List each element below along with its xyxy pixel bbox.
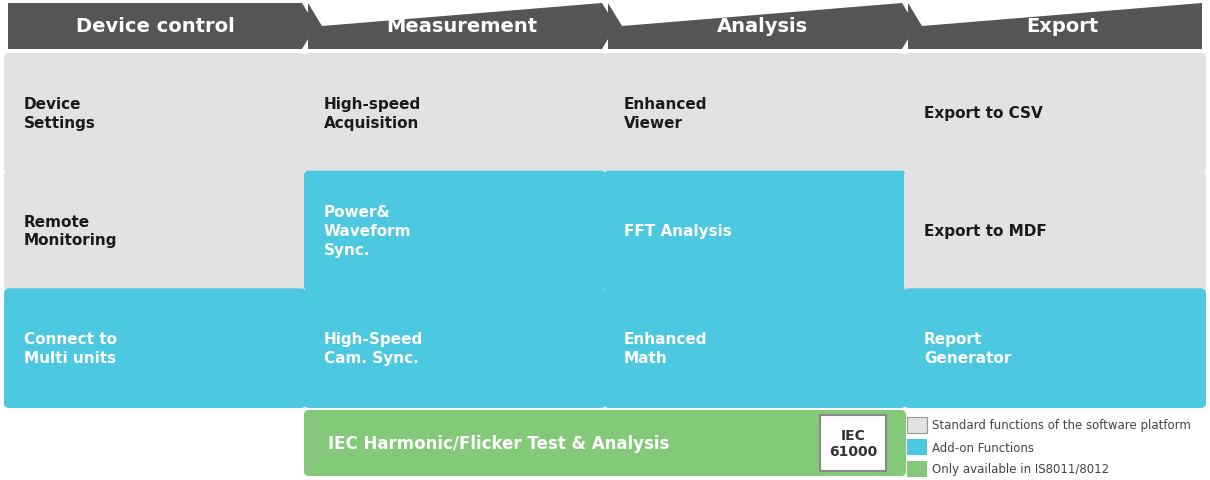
Text: High-speed
Acquisition: High-speed Acquisition: [324, 97, 421, 131]
FancyBboxPatch shape: [604, 289, 906, 408]
Text: Only available in IS8011/8012: Only available in IS8011/8012: [932, 463, 1110, 476]
Text: IEC Harmonic/Flicker Test & Analysis: IEC Harmonic/Flicker Test & Analysis: [328, 434, 669, 452]
Polygon shape: [908, 4, 1202, 50]
FancyBboxPatch shape: [304, 171, 606, 291]
Text: Export to MDF: Export to MDF: [924, 224, 1047, 239]
Text: Remote
Monitoring: Remote Monitoring: [24, 214, 117, 248]
FancyBboxPatch shape: [820, 415, 886, 471]
FancyBboxPatch shape: [4, 54, 306, 173]
Text: IEC
61000: IEC 61000: [829, 428, 877, 458]
FancyBboxPatch shape: [904, 54, 1206, 173]
FancyBboxPatch shape: [604, 54, 906, 173]
FancyBboxPatch shape: [904, 171, 1206, 291]
Text: Device control: Device control: [75, 17, 235, 36]
Polygon shape: [309, 4, 616, 50]
Text: Enhanced
Viewer: Enhanced Viewer: [624, 97, 708, 131]
FancyBboxPatch shape: [908, 461, 927, 477]
FancyBboxPatch shape: [304, 54, 606, 173]
FancyBboxPatch shape: [304, 289, 606, 408]
Text: Report
Generator: Report Generator: [924, 332, 1012, 365]
Text: Export: Export: [1026, 17, 1099, 36]
FancyBboxPatch shape: [4, 289, 306, 408]
Text: FFT Analysis: FFT Analysis: [624, 224, 732, 239]
Polygon shape: [8, 4, 316, 50]
FancyBboxPatch shape: [908, 439, 927, 455]
Text: Export to CSV: Export to CSV: [924, 106, 1043, 121]
Text: Add-on Functions: Add-on Functions: [932, 441, 1035, 454]
FancyBboxPatch shape: [304, 410, 906, 476]
FancyBboxPatch shape: [4, 171, 306, 291]
Polygon shape: [607, 4, 916, 50]
Text: Enhanced
Math: Enhanced Math: [624, 332, 708, 365]
Text: Device
Settings: Device Settings: [24, 97, 96, 131]
Text: Analysis: Analysis: [716, 17, 807, 36]
Text: High-Speed
Cam. Sync.: High-Speed Cam. Sync.: [324, 332, 424, 365]
FancyBboxPatch shape: [604, 171, 906, 291]
FancyBboxPatch shape: [908, 417, 927, 433]
Text: Measurement: Measurement: [386, 17, 537, 36]
FancyBboxPatch shape: [904, 289, 1206, 408]
Text: Connect to
Multi units: Connect to Multi units: [24, 332, 117, 365]
Text: Standard functions of the software platform: Standard functions of the software platf…: [932, 419, 1191, 432]
Text: Power&
Waveform
Sync.: Power& Waveform Sync.: [324, 205, 411, 257]
